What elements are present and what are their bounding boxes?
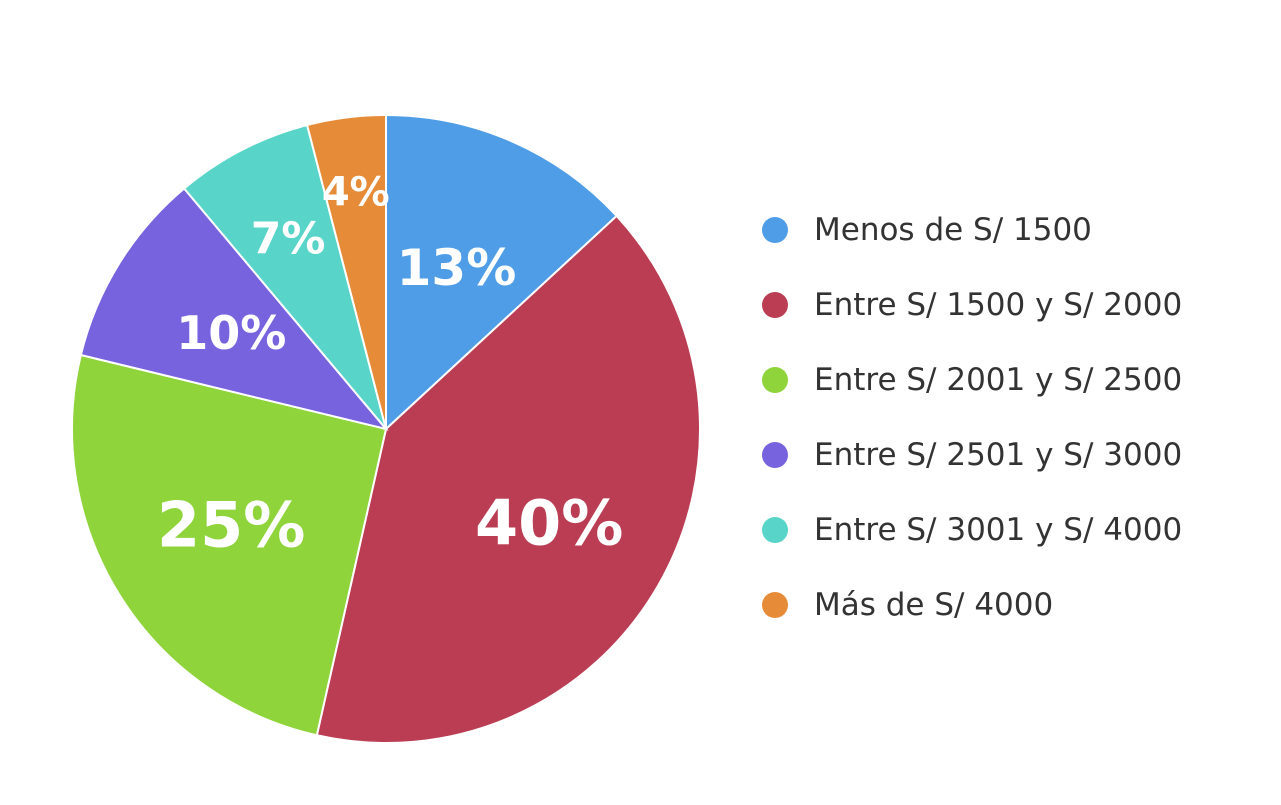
pie-slice-label: 4% (322, 169, 390, 215)
pie-slice-label: 7% (251, 214, 326, 265)
legend-item: Más de S/ 4000 (762, 567, 1182, 642)
legend-color-dot (762, 441, 788, 468)
legend-label: Entre S/ 1500 y S/ 2000 (814, 286, 1183, 323)
pie-slice (182, 123, 387, 430)
pie-labels: 13% 40% 25% 10% 7%4% (157, 169, 623, 561)
pie-slice-label: 13% (397, 239, 517, 297)
legend-label: Más de S/ 4000 (814, 586, 1054, 623)
pie-slices (71, 113, 701, 744)
legend-item: Entre S/ 2501 y S/ 3000 (762, 417, 1182, 492)
legend-item: Menos de S/ 1500 (762, 192, 1182, 267)
pie-slice-label: 25% (157, 489, 305, 562)
chart-legend: Menos de S/ 1500 Entre S/ 1500 y S/ 2000 E… (762, 192, 1182, 642)
legend-label: Entre S/ 2001 y S/ 2500 (814, 361, 1183, 398)
legend-item: Entre S/ 1500 y S/ 2000 (762, 267, 1182, 342)
pie-slice (315, 214, 701, 744)
legend-label: Entre S/ 2501 y S/ 3000 (814, 436, 1183, 473)
pie-slice-label: 40% (475, 487, 623, 560)
legend-label: Menos de S/ 1500 (814, 211, 1092, 248)
legend-color-dot (762, 366, 788, 393)
pie-slice (305, 113, 387, 430)
legend-color-dot (762, 291, 788, 318)
legend-item: Entre S/ 2001 y S/ 2500 (762, 342, 1182, 417)
legend-label: Entre S/ 3001 y S/ 4000 (814, 511, 1183, 548)
pie-slice (385, 113, 619, 432)
pie-slice (71, 353, 388, 737)
legend-color-dot (762, 516, 788, 543)
legend-color-dot (762, 591, 788, 618)
legend-item: Entre S/ 3001 y S/ 4000 (762, 492, 1182, 567)
legend-color-dot (762, 216, 788, 243)
pie-slice (79, 187, 389, 431)
pie-slice-label: 10% (176, 306, 286, 360)
